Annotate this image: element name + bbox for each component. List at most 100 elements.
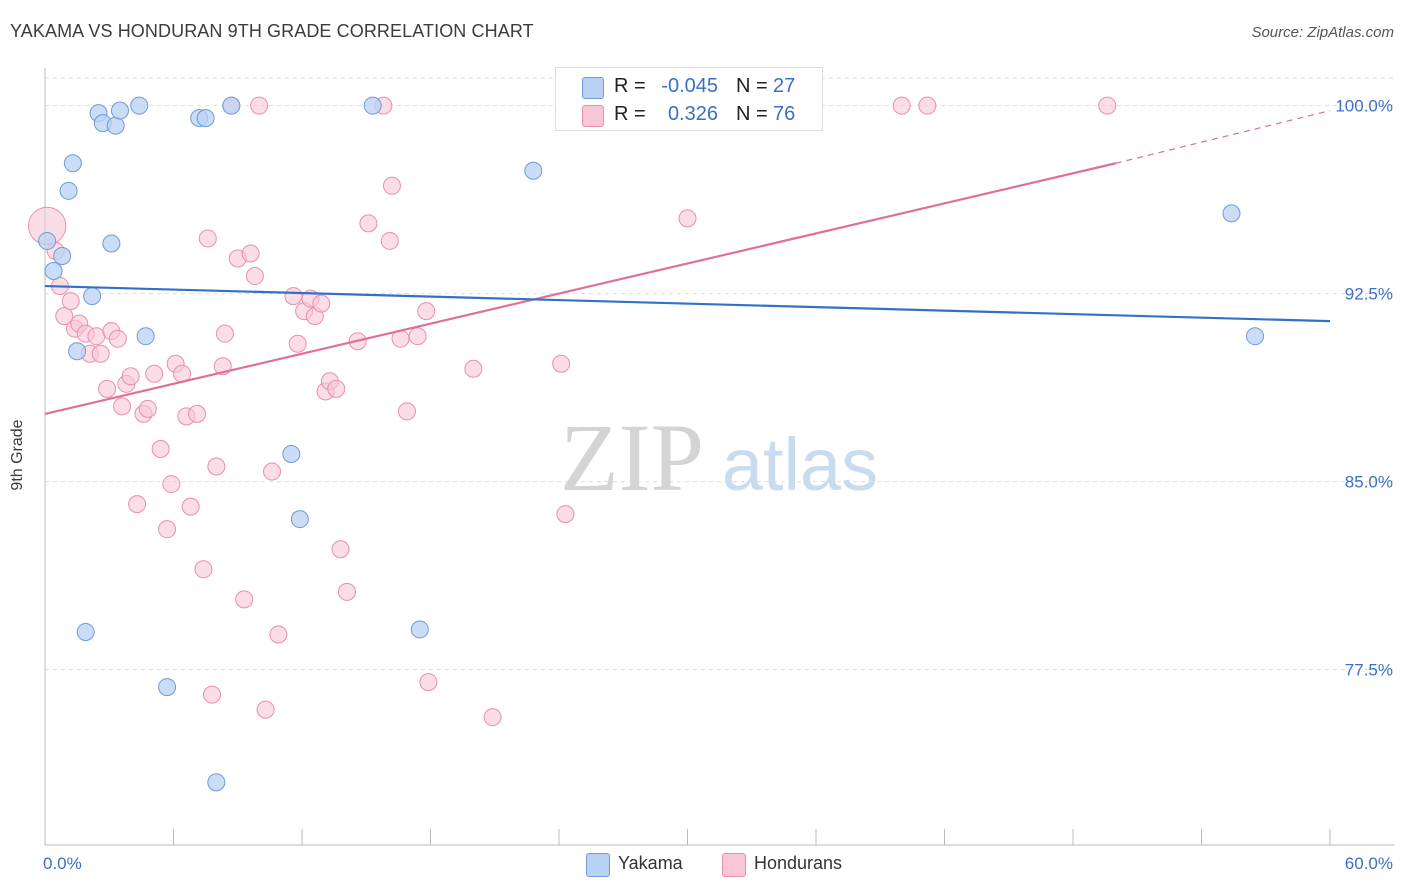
hondurans-legend-swatch	[722, 853, 746, 877]
hondurans-point	[312, 294, 331, 313]
x-tick-labels: 0.0% 60.0%	[43, 854, 1393, 873]
yakama-point	[44, 262, 63, 281]
legend-n-label: N =	[736, 103, 768, 125]
hondurans-point	[203, 685, 222, 704]
hondurans-point	[145, 364, 164, 383]
yakama-point	[110, 101, 129, 120]
hondurans-point	[269, 625, 288, 644]
yakama-point	[83, 287, 102, 306]
hondurans-point	[128, 495, 147, 514]
yakama-points	[38, 96, 1265, 792]
hondurans-trend-extension	[1115, 110, 1331, 164]
x-tick-label-max: 60.0%	[1345, 854, 1393, 873]
hondurans-point	[198, 229, 217, 248]
yakama-point	[53, 246, 72, 265]
yakama-swatch	[582, 77, 604, 99]
grid-lines	[45, 77, 1395, 671]
hondurans-point	[55, 307, 74, 326]
yakama-point	[68, 342, 87, 361]
hondurans-point	[61, 292, 80, 311]
legend-row-hondurans: R = 0.326 N = 76	[556, 101, 822, 129]
yakama-legend-swatch	[586, 853, 610, 877]
hondurans-point	[1098, 96, 1117, 115]
hondurans-point	[162, 475, 181, 494]
yakama-point	[196, 109, 215, 128]
hondurans-point	[483, 708, 502, 727]
hondurans-point	[552, 354, 571, 373]
y-tick-label: 77.5%	[1345, 661, 1393, 680]
hondurans-legend-label: Hondurans	[754, 853, 843, 873]
yakama-point	[63, 154, 82, 173]
hondurans-point	[288, 334, 307, 353]
hondurans-point	[918, 96, 937, 115]
yakama-point	[524, 161, 543, 180]
hondurans-point	[284, 287, 303, 306]
yakama-point	[207, 773, 226, 792]
hondurans-point	[397, 402, 416, 421]
y-tick-label: 100.0%	[1335, 97, 1393, 116]
hondurans-swatch	[582, 105, 604, 127]
hondurans-point	[382, 176, 401, 195]
yakama-legend-label: Yakama	[618, 853, 683, 873]
hondurans-point	[419, 673, 438, 692]
hondurans-point	[464, 359, 483, 378]
hondurans-point	[556, 505, 575, 524]
hondurans-point	[138, 399, 157, 418]
chart-title: YAKAMA VS HONDURAN 9TH GRADE CORRELATION…	[10, 21, 534, 41]
yakama-point	[158, 678, 177, 697]
legend-row-yakama: R = -0.045 N = 27	[556, 73, 822, 101]
hondurans-point	[417, 302, 436, 321]
legend-r-label: R =	[614, 75, 646, 97]
hondurans-point	[241, 244, 260, 263]
watermark-zip: ZIP	[560, 404, 704, 511]
hondurans-point	[892, 96, 911, 115]
legend-n-value: 27	[773, 75, 796, 97]
hondurans-point	[235, 590, 254, 609]
hondurans-point	[194, 560, 213, 579]
hondurans-point	[245, 267, 264, 286]
correlation-legend: R = -0.045 N = 27 R = 0.326 N = 76	[555, 67, 823, 131]
hondurans-point	[113, 397, 132, 416]
yakama-point	[106, 116, 125, 135]
hondurans-point	[91, 344, 110, 363]
x-tick-label-min: 0.0%	[43, 854, 82, 873]
y-tick-labels: 77.5% 85.0% 92.5% 100.0%	[1335, 97, 1393, 680]
yakama-point	[76, 622, 95, 641]
hondurans-point	[158, 520, 177, 539]
hondurans-point	[188, 404, 207, 423]
legend-r-value: 0.326	[667, 103, 718, 125]
hondurans-point	[337, 582, 356, 601]
yakama-trend-line	[44, 284, 1331, 323]
legend-r-value: -0.045	[661, 75, 718, 97]
hondurans-point	[151, 439, 170, 458]
hondurans-point	[678, 209, 697, 228]
axes	[44, 68, 1395, 846]
hondurans-point	[250, 96, 269, 115]
yakama-point	[59, 181, 78, 200]
hondurans-point	[87, 327, 106, 346]
watermark-atlas: atlas	[722, 423, 878, 506]
yakama-point	[282, 444, 301, 463]
yakama-point	[1222, 204, 1241, 223]
hondurans-point	[380, 231, 399, 250]
hondurans-point	[98, 379, 117, 398]
hondurans-point	[121, 367, 140, 386]
yakama-point	[222, 96, 241, 115]
yakama-point	[1246, 327, 1265, 346]
hondurans-point	[408, 327, 427, 346]
hondurans-point	[207, 457, 226, 476]
legend-n-label: N =	[736, 75, 768, 97]
yakama-point	[102, 234, 121, 253]
yakama-point	[410, 620, 429, 639]
hondurans-point	[263, 462, 282, 481]
hondurans-point	[359, 214, 378, 233]
hondurans-point	[215, 324, 234, 343]
trend-lines	[44, 110, 1331, 415]
y-tick-label: 85.0%	[1345, 473, 1393, 492]
hondurans-point	[108, 329, 127, 348]
source-label: Source: ZipAtlas.com	[1251, 24, 1394, 41]
hondurans-trend-line	[44, 162, 1117, 415]
y-tick-label: 92.5%	[1345, 285, 1393, 304]
yakama-point	[130, 96, 149, 115]
